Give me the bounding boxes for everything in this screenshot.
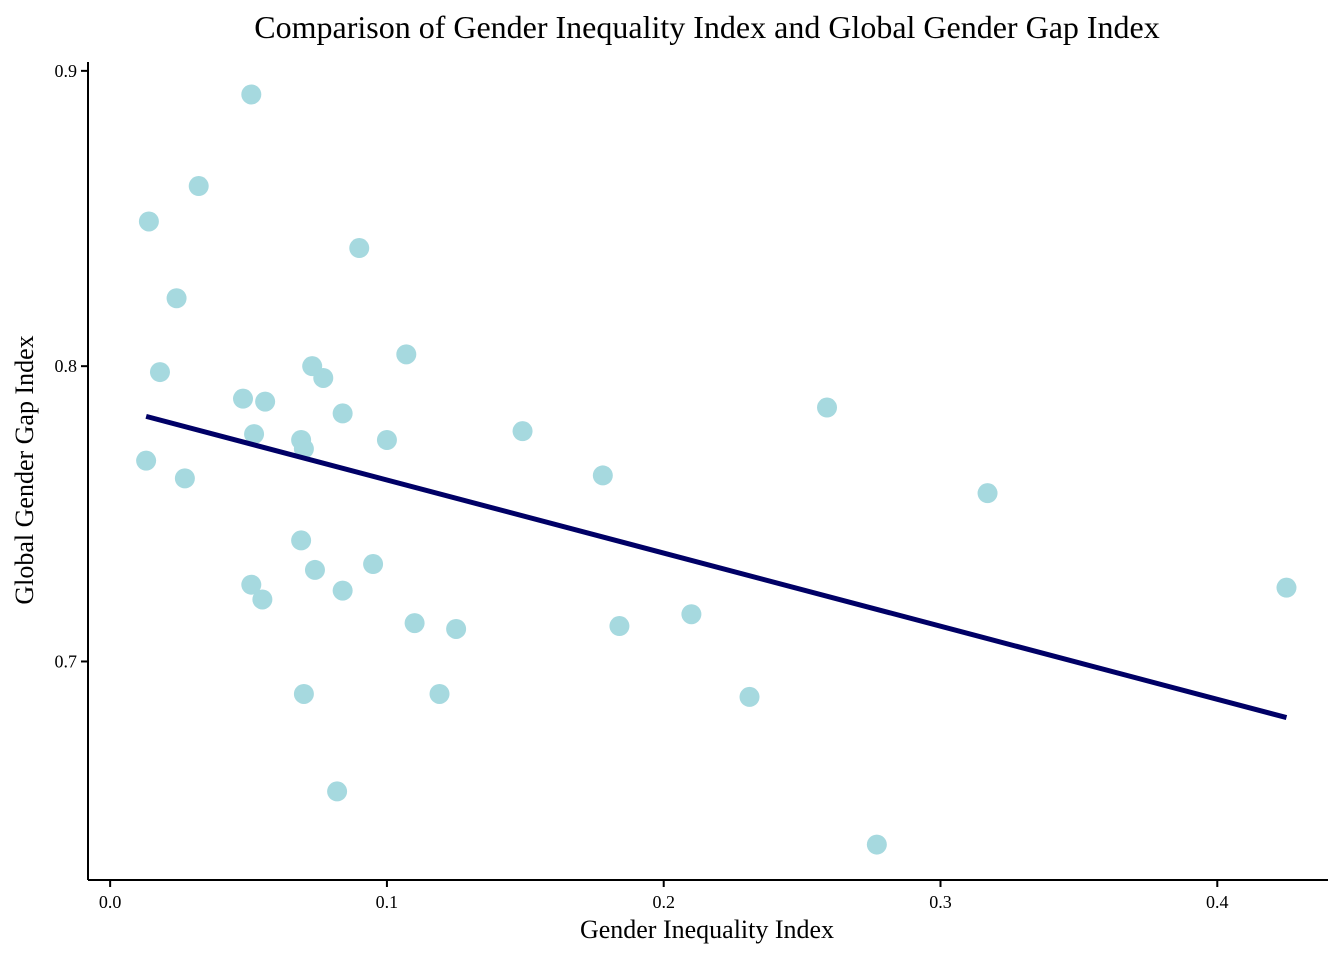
data-point [1276, 577, 1297, 598]
data-point [681, 604, 702, 625]
x-tick-label: 0.0 [99, 892, 122, 912]
data-point [241, 84, 262, 105]
data-point [304, 559, 325, 580]
data-point [313, 367, 334, 388]
data-point [977, 483, 998, 504]
data-point [166, 288, 187, 309]
data-point [376, 429, 397, 450]
data-point [349, 238, 370, 259]
data-point [404, 613, 425, 634]
x-tick-label: 0.1 [376, 892, 399, 912]
data-point [291, 530, 312, 551]
data-point [446, 618, 467, 639]
y-tick-label: 0.9 [55, 61, 78, 81]
data-point [233, 388, 253, 409]
points-layer [136, 84, 1297, 855]
data-point [293, 438, 314, 459]
data-point [327, 781, 348, 802]
data-point [866, 834, 887, 855]
x-tick-label: 0.3 [929, 892, 952, 912]
y-tick-label: 0.8 [55, 356, 78, 376]
data-point [396, 344, 417, 365]
data-point [293, 683, 314, 704]
trend-line [145, 413, 1288, 720]
data-point [188, 176, 209, 197]
data-point [138, 211, 159, 232]
data-point [332, 580, 353, 601]
data-point [252, 589, 273, 610]
data-point [244, 424, 265, 445]
x-axis-label: Gender Inequality Index [580, 915, 834, 944]
data-point [332, 403, 353, 424]
data-point [512, 421, 533, 442]
data-point [363, 554, 384, 575]
axes [87, 62, 1328, 881]
data-point [149, 362, 170, 383]
data-point [174, 468, 195, 489]
data-point [241, 574, 262, 595]
data-point [429, 683, 450, 704]
y-ticks: 0.7 0.8 0.9 [55, 61, 88, 671]
chart-title: Comparison of Gender Inequality Index an… [254, 9, 1160, 45]
trend-layer [145, 413, 1288, 720]
x-tick-label: 0.2 [652, 892, 675, 912]
data-point [609, 616, 630, 637]
data-point [739, 686, 760, 707]
y-axis-label: Global Gender Gap Index [10, 335, 39, 604]
data-point [255, 391, 276, 412]
x-ticks: 0.0 0.1 0.2 0.3 0.4 [99, 880, 1229, 912]
y-tick-label: 0.7 [55, 651, 78, 671]
data-point [136, 450, 157, 471]
x-tick-label: 0.4 [1206, 892, 1229, 912]
data-point [592, 465, 613, 486]
data-point [817, 397, 838, 418]
